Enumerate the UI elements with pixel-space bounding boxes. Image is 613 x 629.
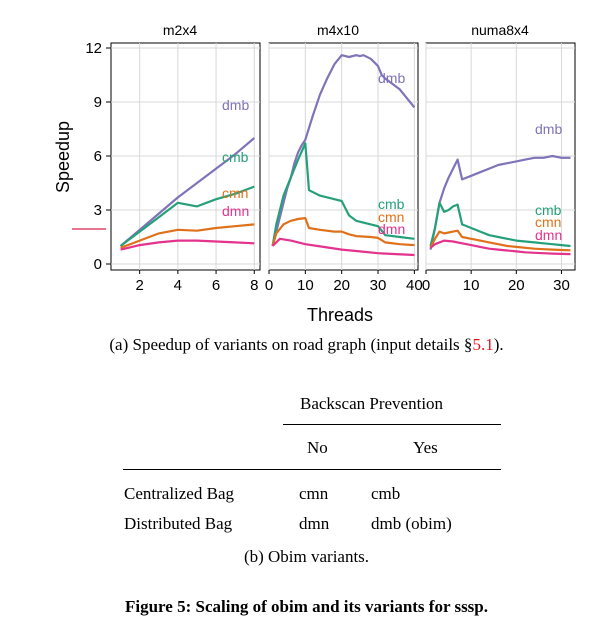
panel-title: numa8x4 (471, 22, 529, 38)
x-tick-label: 8 (250, 277, 258, 294)
series-label-cmn: cmn (378, 209, 404, 225)
table-col-no: No (307, 438, 328, 457)
subfigure-a-caption-text: (a) Speedup of variants on road graph (i… (109, 335, 473, 354)
x-tick-label: 20 (333, 277, 350, 294)
series-line-dmn (271, 237, 415, 257)
panel-title: m4x10 (317, 22, 359, 38)
table-cell: cmn (299, 484, 329, 503)
series-label-cmb: cmb (378, 196, 405, 212)
series-line-cmb (119, 185, 255, 247)
table-cell: dmn (299, 514, 330, 533)
series-label-cmn: cmn (222, 185, 248, 201)
obim-variants-table: Backscan Prevention No Yes Centralized B… (0, 385, 613, 585)
series-line-cmn (429, 229, 571, 252)
y-tick-label: 0 (94, 256, 102, 273)
panel-m2x4: m2x4 2 4 6 8 0 3 6 9 12 dmb cmb cmn dmn (85, 22, 261, 294)
series-label-dmb: dmb (378, 70, 405, 86)
x-tick-label: 30 (553, 277, 570, 294)
subfigure-a-caption: (a) Speedup of variants on road graph (i… (0, 335, 613, 355)
series-line-dmn (429, 239, 571, 256)
x-tick-label: 0 (422, 277, 430, 294)
x-axis-label: Threads (307, 305, 373, 325)
y-axis-label: Speedup (53, 121, 73, 193)
x-tick-label: 40 (406, 277, 423, 294)
series-label-cmb: cmb (222, 149, 249, 165)
section-reference-link[interactable]: 5.1 (472, 335, 494, 354)
table-group-header: Backscan Prevention (300, 394, 444, 413)
series-label-dmb: dmb (222, 97, 249, 113)
series-label-dmn: dmn (378, 221, 405, 237)
y-tick-label: 3 (94, 202, 102, 219)
series-line-cmb (271, 142, 415, 247)
series-line-cmn (271, 217, 415, 247)
y-tick-label: 6 (94, 148, 102, 165)
series-label-cmn: cmn (535, 214, 561, 230)
x-tick-label: 4 (174, 277, 182, 294)
series-label-dmb: dmb (535, 121, 562, 137)
subfigure-b-caption: (b) Obim variants. (243, 547, 370, 566)
series-line-dmn (120, 239, 255, 251)
x-tick-label: 2 (135, 277, 143, 294)
table-cell: dmb (obim) (371, 514, 452, 533)
subfigure-a-caption-end: ). (493, 335, 504, 354)
series-line-dmb (429, 154, 571, 250)
table-cell: cmb (371, 484, 401, 503)
x-tick-label: 30 (370, 277, 387, 294)
series-label-dmn: dmn (535, 227, 562, 243)
series-label-dmn: dmn (222, 203, 249, 219)
series-line-dmb (119, 137, 256, 247)
panel-title: m2x4 (163, 22, 197, 38)
table-row-label: Distributed Bag (124, 514, 233, 533)
x-tick-label: 10 (463, 277, 480, 294)
y-tick-label: 12 (85, 40, 102, 57)
x-tick-label: 0 (265, 277, 273, 294)
y-tick-label: 9 (94, 94, 102, 111)
table-row-label: Centralized Bag (124, 484, 234, 503)
x-tick-label: 20 (508, 277, 525, 294)
series-line-cmb (429, 201, 571, 248)
table-col-yes: Yes (413, 438, 438, 457)
series-line-cmn (120, 223, 255, 249)
table-header-rule (123, 469, 501, 470)
figure-caption: Figure 5: Scaling of obim and its varian… (124, 597, 489, 616)
table-group-rule (283, 424, 501, 425)
x-tick-label: 6 (212, 277, 220, 294)
x-tick-label: 10 (297, 277, 314, 294)
series-label-cmb: cmb (535, 202, 562, 218)
